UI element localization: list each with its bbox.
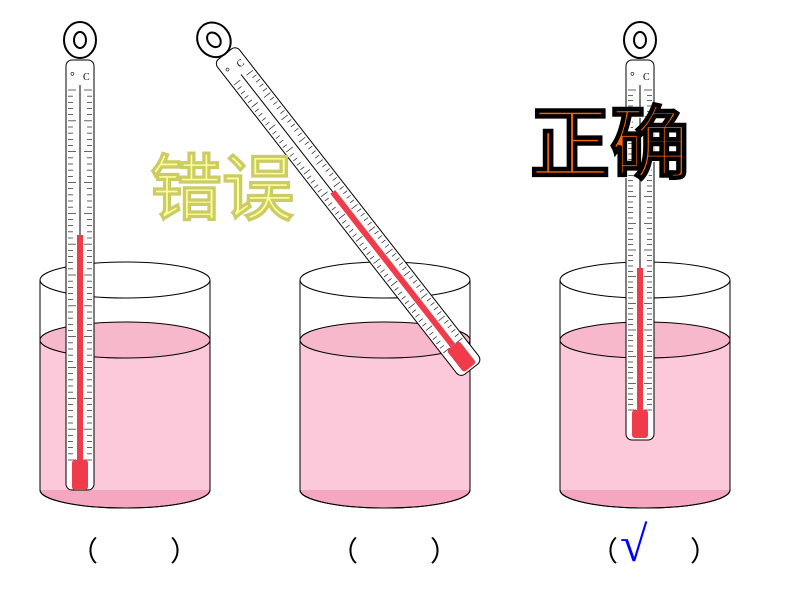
checkmark-c: √ <box>620 515 647 573</box>
thermometer-a: ° C <box>64 22 96 490</box>
label-wrong: 错误 <box>150 130 294 235</box>
paren-c-right: ） <box>690 530 718 570</box>
paren-c-left: （ <box>590 530 618 570</box>
beaker-b <box>300 262 470 508</box>
paren-a-right: ） <box>170 530 198 570</box>
svg-text:°: ° <box>70 69 75 83</box>
paren-b-right: ） <box>430 530 458 570</box>
svg-text:C: C <box>83 72 90 83</box>
paren-b-left: （ <box>330 530 358 570</box>
paren-a-left: （ <box>70 530 98 570</box>
label-correct: 正确 <box>530 80 690 196</box>
